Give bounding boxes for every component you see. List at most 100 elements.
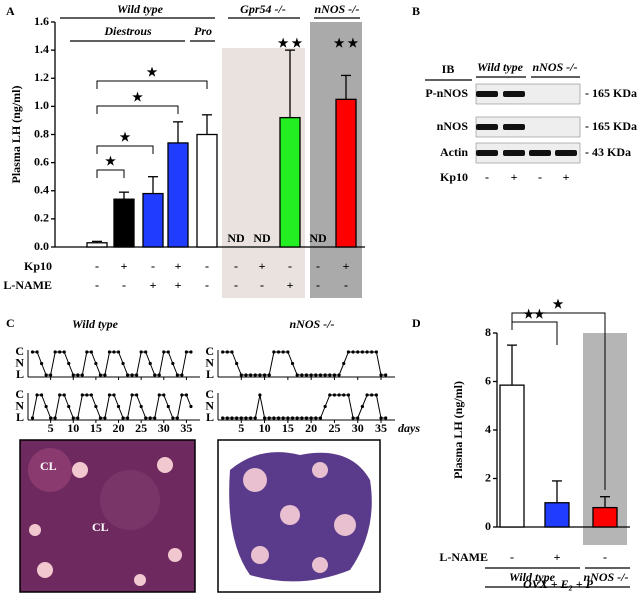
- cycle-point: [184, 350, 189, 354]
- bar: [335, 98, 357, 248]
- bar: [196, 133, 218, 248]
- panel-label: B: [412, 4, 420, 18]
- blot-treatment: Kp10: [440, 170, 468, 184]
- y-tick-label: C: [15, 387, 24, 401]
- blot-sign: +: [511, 170, 518, 184]
- cycle-point: [175, 373, 179, 377]
- blot-sign: +: [563, 170, 570, 184]
- row-sign: -: [122, 278, 126, 292]
- cycle-point: [175, 416, 179, 420]
- blot-sign: -: [485, 170, 489, 184]
- y-tick-label: L: [206, 410, 214, 424]
- y-tick-label: 8: [485, 325, 491, 339]
- cycle-point: [379, 373, 383, 377]
- band: [503, 150, 525, 156]
- cycle-point: [267, 416, 271, 420]
- cycle-point: [35, 393, 39, 397]
- cycle-point: [98, 373, 103, 377]
- cycle-point: [135, 393, 139, 397]
- cycle-point: [89, 393, 93, 397]
- cycle-point: [166, 404, 170, 409]
- cycle-point: [225, 416, 229, 420]
- band: [476, 124, 498, 130]
- cycle-point: [80, 373, 84, 377]
- bracket: [96, 80, 208, 89]
- cycle-point: [76, 416, 80, 420]
- x-tick-label: 35: [180, 421, 192, 435]
- row-sign: -: [603, 550, 607, 564]
- histology-left: [19, 439, 196, 593]
- bar: [544, 502, 570, 528]
- y-tick-label: 1.0: [34, 98, 49, 112]
- y-tick-label: C: [15, 344, 24, 358]
- y-tick-label: N: [15, 398, 24, 412]
- cycle-point: [262, 416, 267, 420]
- cycle-point: [239, 416, 243, 420]
- group-label: Wild type: [117, 2, 164, 16]
- blot-group: Wild type: [477, 60, 524, 74]
- cycle-point: [58, 393, 62, 397]
- cycle-point: [85, 393, 89, 397]
- cycle-point: [62, 350, 66, 354]
- bar: [592, 506, 618, 528]
- group-label: nNOS -/-: [583, 570, 628, 584]
- panel-label: A: [6, 4, 15, 18]
- x-tick-label: 35: [375, 421, 387, 435]
- cycle-point: [103, 373, 107, 377]
- cycle-point: [258, 393, 262, 397]
- y-tick-label: 6: [485, 373, 491, 387]
- bar: [86, 242, 108, 248]
- row-sign: +: [121, 259, 128, 273]
- row-sign: -: [205, 278, 209, 292]
- x-tick-label: 10: [259, 421, 271, 435]
- bracket: [96, 169, 125, 178]
- cycle-point: [153, 373, 157, 377]
- y-tick-label: 0.2: [34, 211, 49, 225]
- cycle-point: [76, 373, 80, 377]
- cycle-point: [290, 416, 295, 420]
- cycle-point: [107, 393, 112, 397]
- x-tick-label: 25: [328, 421, 340, 435]
- x-tick-label: 25: [135, 421, 147, 435]
- row-sign: +: [554, 550, 561, 564]
- blot-header: IB: [442, 62, 455, 76]
- y-tick-label: N: [15, 355, 24, 369]
- group-label: nNOS -/-: [314, 2, 359, 16]
- cycle-point: [130, 393, 134, 397]
- cycle-point: [139, 404, 143, 409]
- cycle-point: [103, 416, 107, 420]
- cycle-point: [49, 373, 53, 377]
- group-label: Wild type: [509, 570, 556, 584]
- bar: [279, 116, 301, 248]
- y-tick-label: C: [205, 344, 214, 358]
- cycle-point: [71, 373, 75, 377]
- histology-right: [217, 439, 381, 593]
- cycle-point: [286, 350, 290, 354]
- cycle-point: [304, 373, 309, 377]
- cycle-point: [318, 416, 323, 420]
- cycle-point: [35, 350, 39, 354]
- annotation: ★: [105, 154, 116, 168]
- cycle-point: [94, 361, 98, 366]
- row-sign: -: [234, 278, 238, 292]
- cycle-point: [148, 416, 152, 420]
- x-tick-label: 10: [67, 421, 79, 435]
- cycle-point: [337, 373, 341, 377]
- cycle-point: [370, 350, 374, 354]
- cycle-point: [184, 393, 189, 397]
- x-axis-label: days: [398, 421, 420, 435]
- cycle-point: [39, 361, 44, 366]
- row-sign: -: [95, 278, 99, 292]
- cycle-point: [235, 361, 239, 366]
- row-sign: -: [316, 278, 320, 292]
- cycle-point: [39, 393, 44, 397]
- y-tick-label: 0.6: [34, 154, 49, 168]
- cycle-point: [230, 350, 234, 354]
- y-tick-label: 4: [485, 422, 491, 436]
- cycle-point: [112, 350, 116, 354]
- histology-label: CL: [40, 459, 57, 473]
- bracket: [511, 321, 558, 345]
- cycle-point: [235, 416, 239, 420]
- cycle-point: [272, 350, 276, 354]
